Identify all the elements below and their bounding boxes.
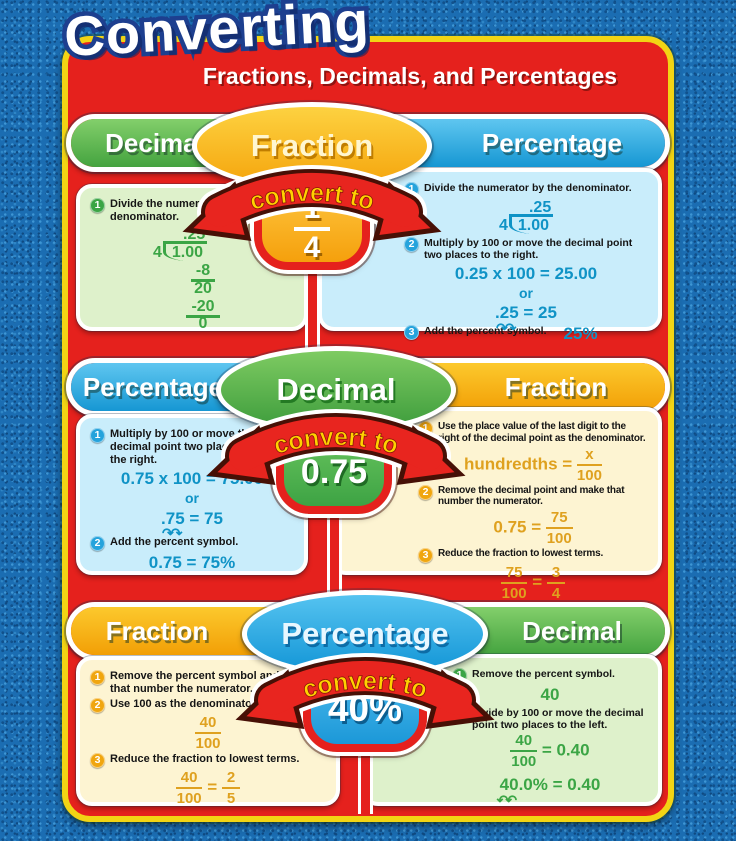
math-line: .25 ↷↷ = 25 (495, 303, 557, 336)
step-number-badge: 3 (418, 548, 433, 564)
step-number-badge: 1 (90, 198, 105, 213)
step-number-badge: 3 (404, 324, 419, 340)
math-line: .75 ↷↷ = 75 (161, 508, 223, 542)
step-number-badge: 2 (90, 697, 105, 713)
step-number-badge: 1 (90, 428, 105, 443)
value-text: 0.75 (300, 453, 368, 491)
header-label-percentage: Percentage (481, 127, 623, 158)
convert-arrow: convert to (206, 409, 466, 485)
instruction-step: 3 Reduce the fraction to lowest terms. (418, 548, 648, 564)
instruction-step: 2 Remove the decimal point and make that… (418, 484, 648, 509)
instruction-step: 1 Remove the percent symbol and make tha… (90, 670, 326, 696)
convert-arrow: convert to (182, 165, 442, 241)
instruction-step: 3 Add the percent symbol. 25% (404, 323, 648, 343)
math-line: 40 100 (90, 715, 326, 751)
header-label-fraction: Fraction (504, 371, 608, 402)
decimal-move-right-icon: ↷↷ (496, 319, 517, 336)
instruction-step: 2 Add the percent symbol. (90, 536, 294, 552)
fraction: 40 100 (194, 713, 222, 752)
math-line: 0.75 = 75% (148, 553, 236, 573)
step-number-badge: 2 (90, 536, 105, 552)
division-work: -8 20 -20 0 (175, 261, 231, 334)
fraction: x 100 (576, 445, 602, 484)
header-label-decimal: Decimal (105, 127, 205, 158)
poster-subtitle: Fractions, Decimals, and Percentages (202, 63, 618, 89)
instruction-step: 1 Multiply by 100 or move the decimal po… (90, 428, 294, 467)
fraction: 40 100 (175, 768, 203, 807)
convert-arrow: convert to (235, 653, 495, 729)
or-label: or (185, 490, 199, 507)
svg-text:convert to: convert to (247, 179, 378, 216)
fraction: 75 100 (545, 509, 573, 548)
connector-stem (327, 506, 342, 596)
header-label-fraction: Fraction (105, 615, 209, 646)
math-line: 40 100 = 0.40 (510, 732, 590, 771)
connector-stem (305, 262, 320, 348)
math-line: 40 (540, 685, 560, 704)
step-number-badge: 1 (90, 670, 105, 685)
decimal-move-left-icon: ↶↶ (496, 791, 518, 808)
result-value: 25% (563, 323, 598, 343)
header-label-percentage: Percentage (82, 371, 224, 402)
step-number-badge: 2 (404, 236, 419, 252)
step-number-badge: 3 (90, 752, 105, 768)
connector-stem (358, 744, 373, 814)
left-panel-percentage-to-decimal: 1 Multiply by 100 or move the decimal po… (76, 414, 308, 575)
math-line: 0.75 = 75 100 (493, 509, 573, 548)
math-line: 0.25 x 100 = 25.00 (454, 263, 598, 283)
long-division: .25 4 1.00 -8 20 -20 0 (153, 226, 231, 333)
instruction-step: 2 Multiply by 100 or move the decimal po… (404, 236, 648, 262)
decimal-move-right-icon: ↷↷ (162, 525, 183, 542)
or-label: or (519, 285, 533, 302)
math-line: hundredths = x 100 (464, 445, 602, 484)
header-label-decimal: Decimal (522, 615, 622, 646)
step-number-badge: 2 (418, 484, 433, 500)
value-denominator: 4 (303, 230, 321, 264)
long-division: .25 4 1.00 (498, 199, 554, 234)
math-line: 40 ↶↶ .0% = 0.40 (496, 775, 601, 808)
instruction-step: 2 Use 100 as the denominator. (90, 697, 326, 713)
instruction-step: 3 Reduce the fraction to lowest terms. (90, 752, 326, 768)
fraction: 75 100 (500, 564, 528, 603)
fraction: 40 100 (510, 732, 538, 771)
